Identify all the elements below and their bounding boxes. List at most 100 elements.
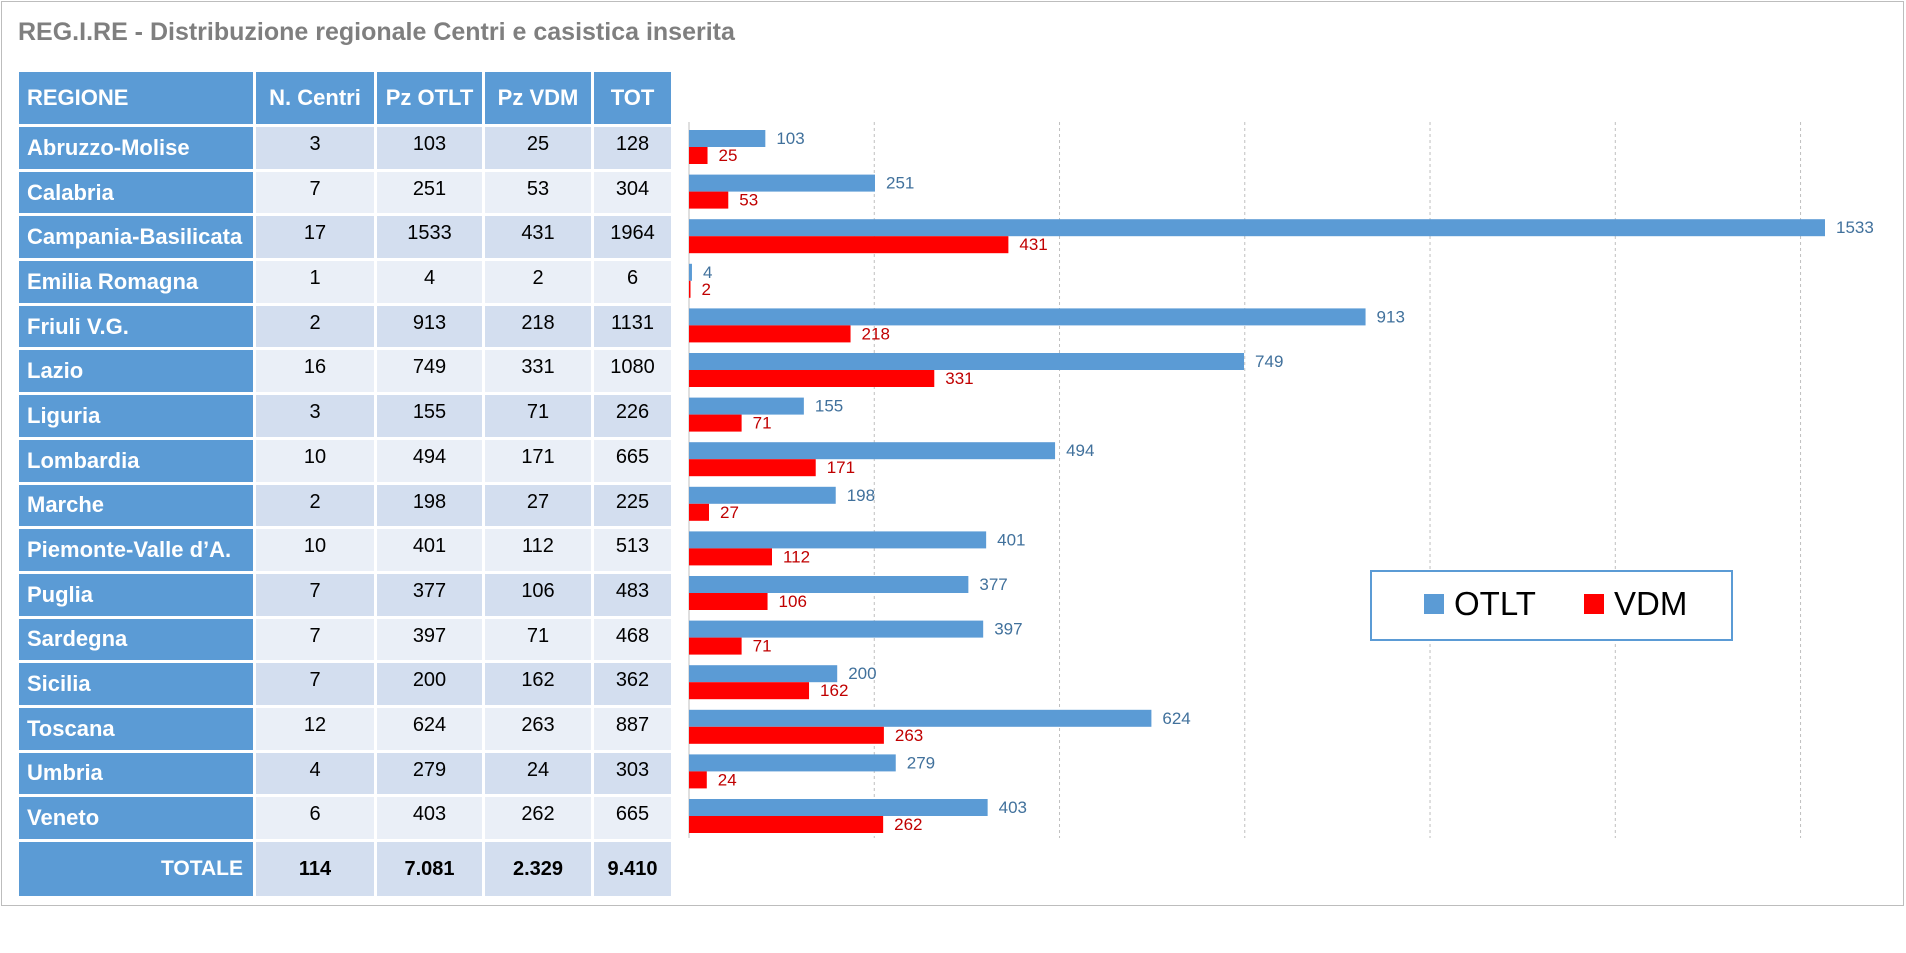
pz-vdm-cell: 218	[482, 302, 594, 351]
pz-vdm-cell: 112	[482, 526, 594, 574]
pz-otlt-cell: 401	[374, 526, 485, 574]
tot-cell: 665	[591, 794, 674, 842]
data-label-vdm: 2	[702, 280, 711, 299]
data-label-vdm: 24	[718, 770, 737, 789]
bar-otlt	[689, 219, 1825, 237]
data-label-otlt: 279	[907, 753, 935, 772]
tot-cell: 225	[591, 481, 674, 530]
bar-otlt	[689, 263, 692, 281]
region-name-cell: Lazio	[16, 347, 256, 396]
table-row: Lombardia 10 494 171 665	[16, 436, 674, 485]
n-centri-cell: 4	[253, 749, 377, 798]
pz-otlt-cell: 403	[374, 794, 485, 842]
region-name-cell: Liguria	[16, 392, 256, 440]
pz-otlt-cell: 103	[374, 124, 485, 172]
bar-otlt	[689, 531, 987, 549]
table-row: Sicilia 7 200 162 362	[16, 660, 674, 708]
data-label-vdm: 171	[827, 458, 855, 477]
header-pz-vdm: Pz VDM	[482, 69, 594, 127]
n-centri-cell: 10	[253, 526, 377, 574]
table-row: Umbria 4 279 24 303	[16, 749, 674, 798]
n-centri-cell: 3	[253, 392, 377, 440]
n-centri-cell: 7	[253, 570, 377, 619]
pz-otlt-cell: 4	[374, 258, 485, 306]
total-pz-otlt: 7.081	[374, 839, 485, 899]
region-name-cell: Campania-Basilicata	[16, 213, 256, 262]
total-pz-vdm: 2.329	[482, 839, 594, 899]
pz-vdm-cell: 24	[482, 749, 594, 798]
data-label-vdm: 112	[783, 547, 810, 566]
region-name-cell: Lombardia	[16, 436, 256, 485]
legend-item-vdm: VDM	[1584, 585, 1687, 623]
tot-cell: 513	[591, 526, 674, 574]
pz-otlt-cell: 377	[374, 570, 485, 619]
table-row: Marche 2 198 27 225	[16, 481, 674, 530]
legend-item-otlt: OTLT	[1424, 585, 1536, 623]
legend-swatch-otlt	[1424, 594, 1444, 614]
data-label-vdm: 431	[1019, 235, 1047, 254]
pz-otlt-cell: 1533	[374, 213, 485, 262]
chart-legend: OTLT VDM	[1370, 570, 1733, 641]
data-label-vdm: 262	[894, 815, 922, 834]
data-label-otlt: 198	[847, 486, 875, 505]
pz-otlt-cell: 749	[374, 347, 485, 396]
pz-vdm-cell: 25	[482, 124, 594, 172]
region-name-cell: Abruzzo-Molise	[16, 124, 256, 172]
data-label-vdm: 106	[779, 592, 807, 611]
data-label-otlt: 103	[776, 129, 804, 148]
bar-otlt	[689, 665, 838, 683]
table-total-row: TOTALE 114 7.081 2.329 9.410	[16, 839, 674, 899]
bar-otlt	[689, 754, 896, 772]
data-label-otlt: 494	[1066, 441, 1094, 460]
data-label-otlt: 397	[994, 620, 1022, 639]
data-label-otlt: 377	[979, 575, 1007, 594]
pz-otlt-cell: 198	[374, 481, 485, 530]
bar-otlt	[689, 130, 766, 147]
bar-vdm	[689, 280, 691, 298]
data-label-vdm: 71	[753, 637, 772, 656]
n-centri-cell: 7	[253, 660, 377, 708]
n-centri-cell: 6	[253, 794, 377, 842]
bar-vdm	[689, 370, 935, 387]
bar-vdm	[689, 147, 708, 164]
data-label-vdm: 162	[820, 681, 848, 700]
pz-otlt-cell: 251	[374, 168, 485, 217]
n-centri-cell: 7	[253, 615, 377, 664]
bar-vdm	[689, 414, 742, 432]
pz-otlt-cell: 279	[374, 749, 485, 798]
pz-vdm-cell: 431	[482, 213, 594, 262]
bar-otlt	[689, 442, 1056, 460]
region-name-cell: Friuli V.G.	[16, 302, 256, 351]
table-row: Emilia Romagna 1 4 2 6	[16, 258, 674, 306]
n-centri-cell: 10	[253, 436, 377, 485]
page-title: REG.I.RE - Distribuzione regionale Centr…	[18, 18, 735, 46]
data-label-otlt: 913	[1377, 307, 1405, 326]
bar-vdm	[689, 637, 742, 655]
data-label-vdm: 25	[719, 146, 738, 165]
pz-vdm-cell: 162	[482, 660, 594, 708]
pz-otlt-cell: 155	[374, 392, 485, 440]
bar-vdm	[689, 503, 710, 521]
header-n-centri: N. Centri	[253, 69, 377, 127]
region-name-cell: Calabria	[16, 168, 256, 217]
tot-cell: 226	[591, 392, 674, 440]
bar-vdm	[689, 548, 772, 566]
region-name-cell: Toscana	[16, 704, 256, 753]
bar-otlt	[689, 620, 984, 638]
pz-vdm-cell: 262	[482, 794, 594, 842]
pz-vdm-cell: 263	[482, 704, 594, 753]
pz-otlt-cell: 397	[374, 615, 485, 664]
table-row: Veneto 6 403 262 665	[16, 794, 674, 842]
pz-otlt-cell: 494	[374, 436, 485, 485]
data-label-otlt: 403	[999, 798, 1027, 817]
bar-otlt	[689, 486, 836, 504]
bar-otlt	[689, 397, 804, 415]
tot-cell: 1131	[591, 302, 674, 351]
tot-cell: 128	[591, 124, 674, 172]
region-table: REGIONE N. Centri Pz OTLT Pz VDM TOT Abr…	[16, 69, 674, 899]
table-row: Puglia 7 377 106 483	[16, 570, 674, 619]
region-name-cell: Piemonte-Valle d’A.	[16, 526, 256, 574]
region-name-cell: Veneto	[16, 794, 256, 842]
n-centri-cell: 1	[253, 258, 377, 306]
